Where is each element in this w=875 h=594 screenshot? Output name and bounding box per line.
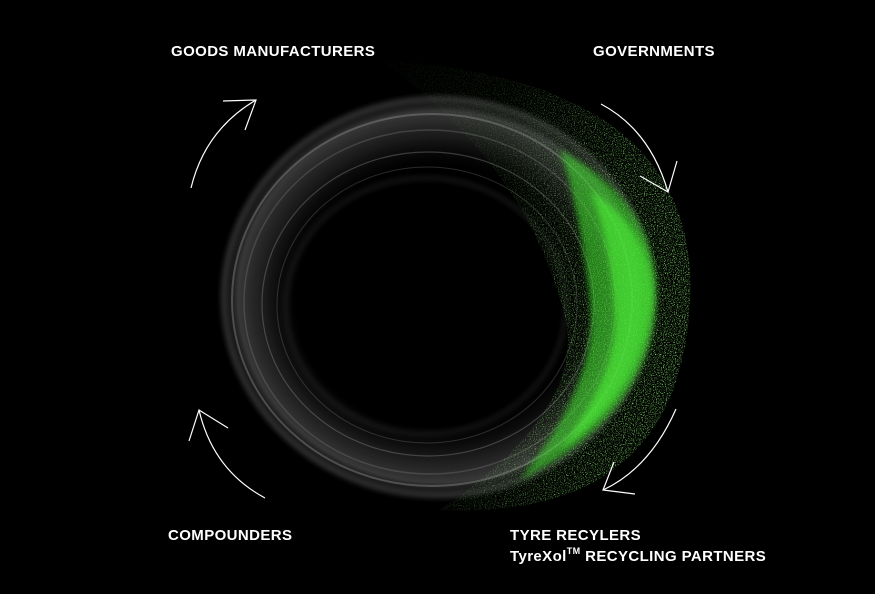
- green-particles: [360, 40, 700, 520]
- cycle-arrow-top-left-icon: [190, 99, 257, 189]
- label-governments: GOVERNMENTS: [593, 43, 715, 60]
- trademark-mark: TM: [566, 546, 581, 556]
- label-tyre-recyclers: TYRE RECYLERS: [510, 527, 642, 544]
- label-goods-manufacturers: GOODS MANUFACTURERS: [171, 43, 376, 60]
- cycle-arrow-bottom-right-icon: [602, 408, 677, 495]
- cycle-arrow-bottom-left-icon: [188, 409, 266, 499]
- label-recycling-partners: TyreXolTM RECYCLING PARTNERS: [510, 546, 766, 567]
- label-compounders: COMPOUNDERS: [168, 527, 293, 544]
- cycle-arrow-top-right-icon: [600, 103, 678, 193]
- recycling-partners-text: RECYCLING PARTNERS: [580, 548, 767, 565]
- brand-name: TyreXol: [510, 548, 567, 565]
